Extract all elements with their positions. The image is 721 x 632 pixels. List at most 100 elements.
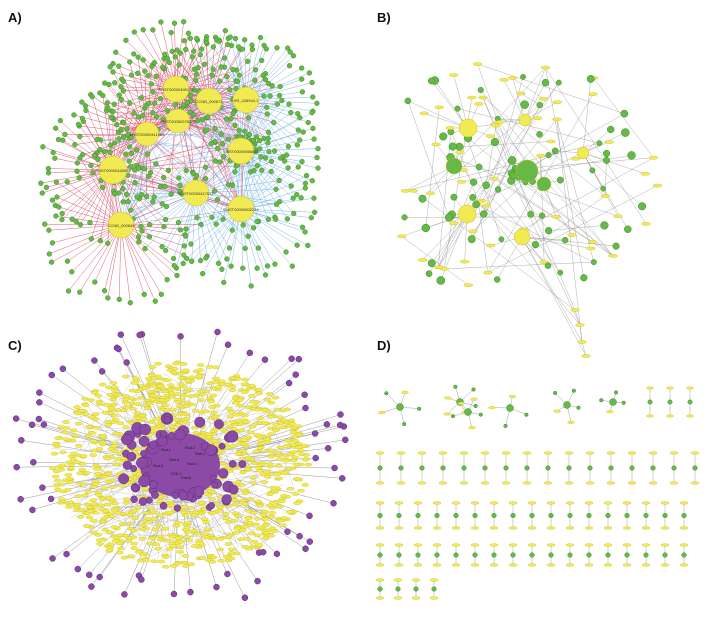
module-node [473, 403, 478, 409]
leaf-node [74, 168, 80, 174]
edge [114, 82, 179, 122]
leaf-node [250, 225, 257, 231]
node-small [115, 550, 124, 555]
outer-node [40, 421, 48, 428]
module-node [510, 512, 516, 519]
module-node [605, 512, 611, 519]
node-small [468, 426, 476, 430]
node-small [401, 390, 409, 394]
leaf-node [104, 104, 111, 111]
core-label: Rad-6 [181, 476, 191, 480]
leaf-node [265, 129, 272, 135]
node-small [577, 340, 587, 344]
module-node [478, 412, 483, 417]
gene-node [425, 270, 433, 278]
leaf-node [90, 170, 96, 176]
node-small [265, 492, 274, 497]
leaf-node [273, 186, 279, 192]
module-hub [563, 401, 571, 409]
core-node [238, 460, 247, 469]
node-small [95, 538, 104, 542]
edge [486, 160, 513, 206]
edge [176, 121, 242, 210]
leaf-node [298, 195, 304, 201]
leaf-node [290, 53, 297, 59]
node-small [289, 425, 298, 430]
node-small [457, 401, 465, 405]
node-small [62, 420, 70, 425]
leaf-node [225, 182, 231, 188]
node-small [185, 387, 194, 392]
node-small [209, 555, 218, 560]
hub-node [445, 157, 463, 175]
edge [407, 100, 469, 129]
node-small [208, 497, 217, 501]
node-small [175, 404, 184, 408]
gene-node [603, 156, 611, 164]
leaf-node [125, 198, 131, 205]
node-small [102, 403, 111, 407]
node-small [66, 480, 75, 484]
node-small [169, 544, 178, 548]
node-small [57, 425, 66, 430]
node-small [155, 384, 164, 389]
leaf-node [249, 42, 255, 48]
leaf-node [276, 177, 282, 184]
edge [581, 341, 587, 357]
node-small [150, 559, 158, 564]
node-small [92, 467, 101, 471]
leaf-node [202, 164, 209, 170]
edge [120, 173, 194, 226]
node-small [49, 466, 57, 471]
outer-node [91, 357, 98, 364]
node-small [146, 380, 154, 384]
hub-label: ENST00000566866 [223, 149, 259, 154]
core-node [139, 423, 151, 436]
node-small [142, 558, 151, 563]
node-small [98, 519, 107, 524]
node-small [417, 481, 427, 485]
node-small [224, 535, 233, 540]
leaf-node [283, 249, 289, 255]
node-small [622, 501, 632, 505]
edge [582, 78, 591, 154]
module-hub [506, 404, 514, 412]
edge [472, 182, 526, 232]
node-small [679, 526, 689, 530]
leaf-node [159, 244, 165, 250]
leaf-node [229, 227, 236, 233]
gene-node [607, 125, 615, 134]
outer-node [324, 445, 332, 452]
node-small [304, 462, 313, 467]
node-small [508, 543, 518, 547]
node-small [133, 402, 142, 406]
node-small [252, 433, 261, 437]
module-node [643, 552, 649, 558]
core-node [157, 435, 168, 447]
node-small [283, 407, 292, 412]
module-node [608, 465, 614, 471]
node-small [185, 538, 194, 543]
node-small [242, 419, 251, 424]
node-small [375, 451, 385, 455]
node-small [70, 452, 78, 456]
node-small [200, 532, 209, 537]
outer-node [47, 495, 55, 503]
node-small [686, 386, 694, 390]
node-small [546, 543, 556, 547]
node-small [139, 417, 148, 421]
node-small [73, 405, 81, 410]
node-small [652, 183, 663, 188]
leaf-node [286, 101, 292, 107]
leaf-node [91, 153, 98, 159]
leaf-node [151, 194, 157, 200]
node-small [546, 563, 556, 567]
leaf-node [276, 92, 283, 99]
node-small [250, 475, 258, 480]
node-small [234, 480, 242, 485]
outer-node [224, 341, 232, 349]
core-node [138, 435, 150, 447]
node-small [288, 421, 296, 426]
node-small [147, 506, 155, 511]
node-small [238, 528, 247, 533]
